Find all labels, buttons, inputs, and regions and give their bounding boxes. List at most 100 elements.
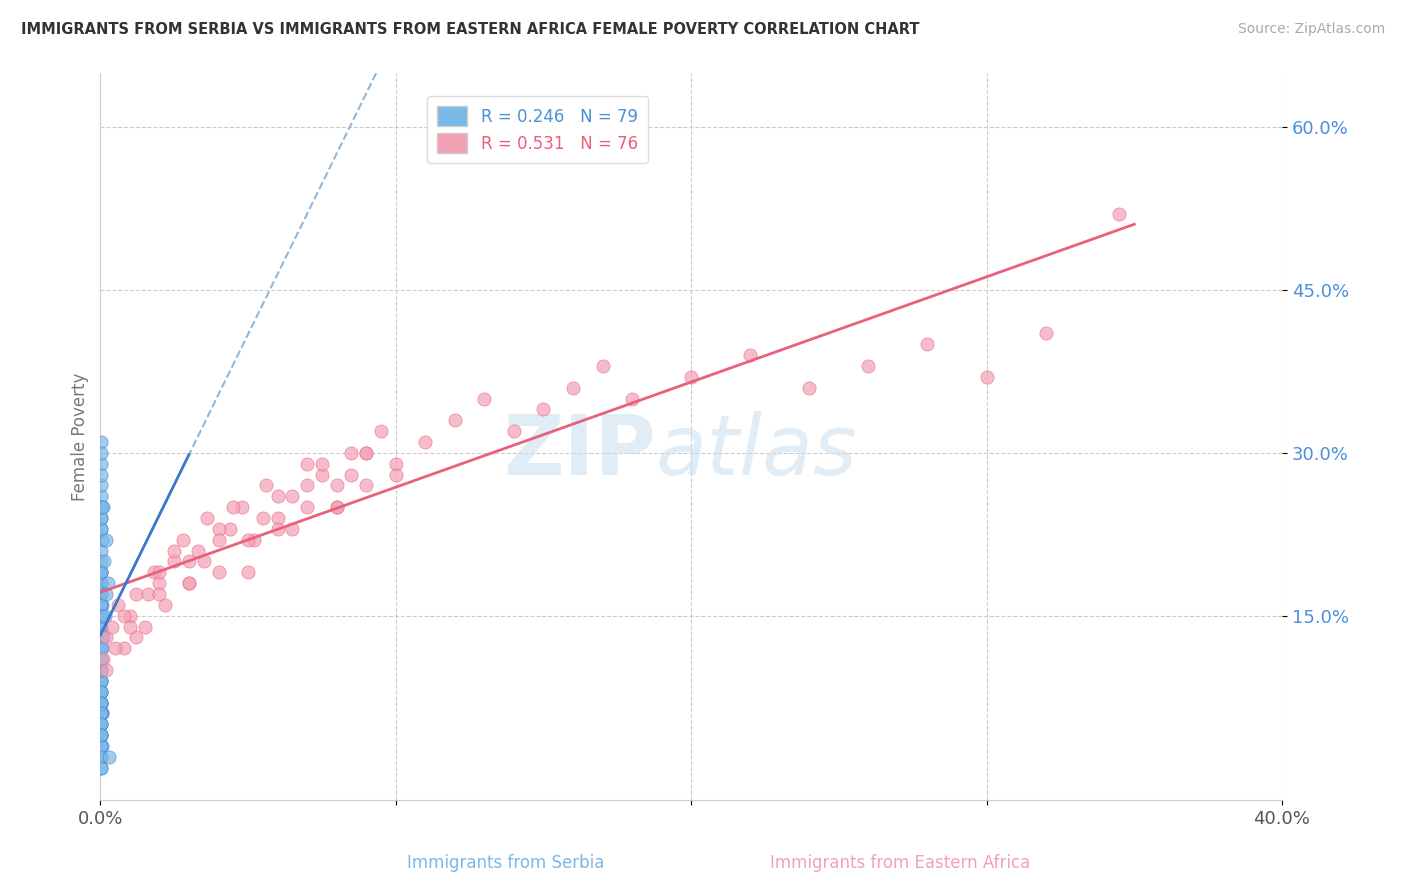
Point bbox=[325, 500, 347, 515]
Point bbox=[236, 566, 259, 580]
Text: atlas: atlas bbox=[655, 410, 858, 491]
Point bbox=[90, 598, 112, 612]
Point bbox=[177, 554, 200, 568]
Point bbox=[90, 663, 112, 677]
Point bbox=[90, 619, 112, 633]
Point bbox=[295, 500, 318, 515]
Point bbox=[142, 566, 165, 580]
Point bbox=[90, 663, 112, 677]
Point bbox=[90, 619, 112, 633]
Point bbox=[90, 706, 112, 721]
Point bbox=[163, 543, 186, 558]
Point bbox=[155, 598, 177, 612]
Point bbox=[90, 522, 112, 536]
Point bbox=[90, 489, 112, 503]
Point bbox=[474, 392, 496, 406]
Point bbox=[266, 489, 288, 503]
Point bbox=[90, 500, 112, 515]
Point bbox=[243, 533, 266, 547]
Point bbox=[562, 381, 585, 395]
Point bbox=[858, 359, 880, 373]
Point bbox=[90, 749, 112, 764]
Point bbox=[91, 631, 114, 645]
Point bbox=[96, 587, 118, 601]
Point bbox=[219, 522, 242, 536]
Point bbox=[354, 446, 377, 460]
Text: ZIP: ZIP bbox=[503, 410, 655, 491]
Point bbox=[370, 424, 392, 438]
Point bbox=[311, 467, 333, 482]
Point bbox=[90, 641, 112, 656]
Point bbox=[90, 728, 112, 742]
Point bbox=[90, 478, 112, 492]
Point bbox=[187, 543, 209, 558]
Point bbox=[90, 717, 112, 731]
Point bbox=[90, 739, 112, 753]
Point bbox=[90, 717, 112, 731]
Point bbox=[311, 457, 333, 471]
Point bbox=[90, 673, 112, 688]
Point bbox=[354, 478, 377, 492]
Point bbox=[90, 728, 112, 742]
Point bbox=[976, 370, 998, 384]
Text: Immigrants from Eastern Africa: Immigrants from Eastern Africa bbox=[769, 855, 1031, 872]
Point bbox=[354, 446, 377, 460]
Point bbox=[90, 761, 112, 775]
Point bbox=[90, 608, 112, 623]
Point bbox=[325, 500, 347, 515]
Point bbox=[148, 587, 170, 601]
Point bbox=[295, 478, 318, 492]
Point bbox=[90, 500, 112, 515]
Point bbox=[163, 554, 186, 568]
Point bbox=[90, 566, 112, 580]
Point bbox=[384, 457, 406, 471]
Point bbox=[172, 533, 194, 547]
Point bbox=[104, 641, 127, 656]
Point bbox=[443, 413, 465, 427]
Point bbox=[90, 598, 112, 612]
Point bbox=[90, 706, 112, 721]
Point bbox=[90, 706, 112, 721]
Point bbox=[94, 533, 117, 547]
Point bbox=[90, 663, 112, 677]
Point bbox=[281, 489, 304, 503]
Point bbox=[90, 739, 112, 753]
Point bbox=[90, 717, 112, 731]
Point bbox=[90, 728, 112, 742]
Point bbox=[90, 696, 112, 710]
Point bbox=[1108, 207, 1130, 221]
Point bbox=[90, 608, 112, 623]
Text: Source: ZipAtlas.com: Source: ZipAtlas.com bbox=[1237, 22, 1385, 37]
Point bbox=[90, 673, 112, 688]
Point bbox=[592, 359, 614, 373]
Legend: R = 0.246   N = 79, R = 0.531   N = 76: R = 0.246 N = 79, R = 0.531 N = 76 bbox=[427, 95, 648, 163]
Point bbox=[266, 522, 288, 536]
Point bbox=[90, 652, 112, 666]
Point bbox=[90, 631, 112, 645]
Point bbox=[96, 631, 118, 645]
Point bbox=[266, 511, 288, 525]
Point bbox=[236, 533, 259, 547]
Point bbox=[207, 533, 229, 547]
Point bbox=[90, 631, 112, 645]
Point bbox=[177, 576, 200, 591]
Point bbox=[90, 696, 112, 710]
Point bbox=[90, 511, 112, 525]
Point bbox=[90, 522, 112, 536]
Point bbox=[533, 402, 555, 417]
Point bbox=[1035, 326, 1057, 341]
Point bbox=[118, 619, 141, 633]
Point bbox=[413, 435, 436, 450]
Point bbox=[91, 500, 114, 515]
Point bbox=[148, 576, 170, 591]
Point bbox=[231, 500, 253, 515]
Point bbox=[325, 478, 347, 492]
Point bbox=[384, 467, 406, 482]
Point bbox=[90, 543, 112, 558]
Point bbox=[136, 587, 159, 601]
Point bbox=[917, 337, 939, 351]
Point bbox=[90, 566, 112, 580]
Point bbox=[125, 587, 148, 601]
Point bbox=[681, 370, 703, 384]
Point bbox=[254, 478, 277, 492]
